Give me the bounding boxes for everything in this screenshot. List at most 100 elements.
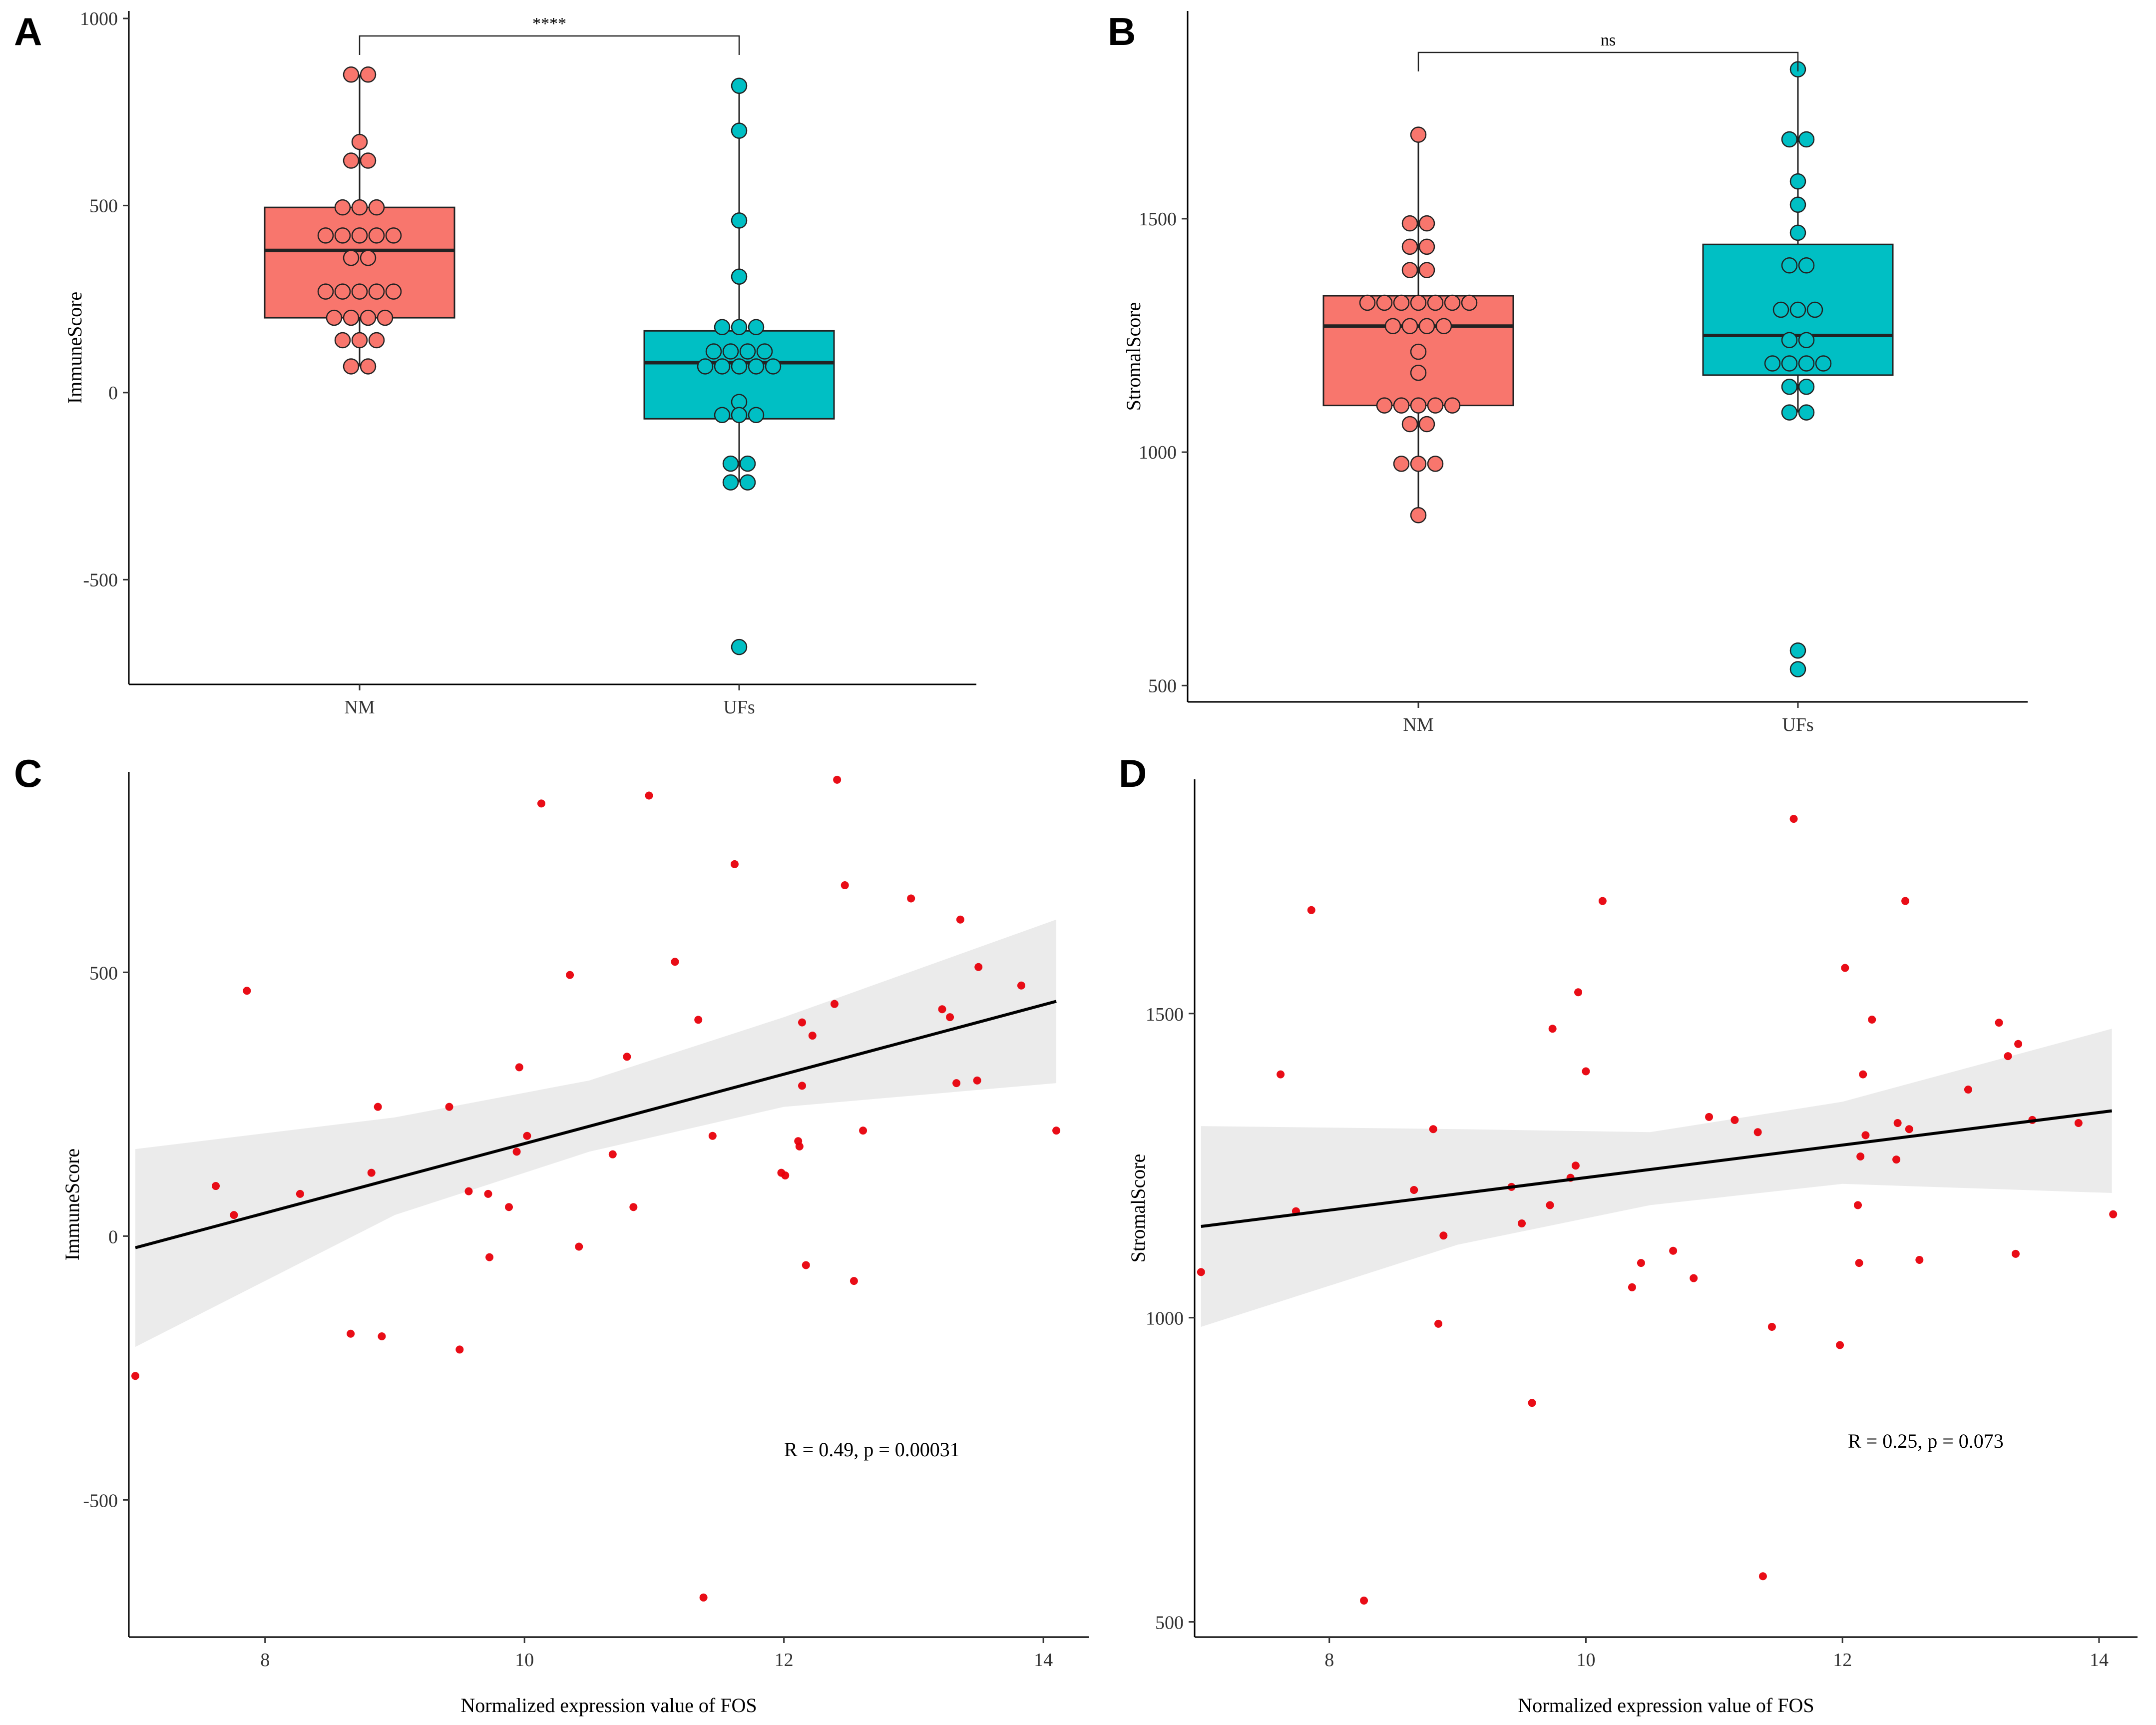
x-tick-label: UFs — [1782, 714, 1813, 735]
data-point — [1393, 397, 1410, 414]
data-point — [1197, 1268, 1205, 1276]
panel-a-letter: A — [14, 9, 42, 53]
data-point — [1393, 456, 1410, 472]
regression-line — [135, 1000, 1057, 1249]
data-point — [739, 343, 756, 360]
data-point — [765, 358, 782, 375]
data-point — [830, 1000, 839, 1008]
significance-label: **** — [532, 14, 566, 33]
data-point — [377, 309, 394, 326]
x-tick-label: 10 — [515, 1650, 534, 1671]
data-point — [1429, 1125, 1437, 1134]
data-point — [1789, 301, 1806, 318]
y-tick-label: 0 — [108, 1226, 118, 1247]
data-point — [230, 1211, 238, 1219]
data-point — [1861, 1131, 1870, 1140]
data-point — [351, 283, 368, 300]
data-point — [2014, 1040, 2023, 1048]
data-point — [343, 309, 360, 326]
data-point — [714, 358, 731, 375]
data-point — [1444, 294, 1461, 311]
data-point — [131, 1372, 139, 1380]
data-point — [1401, 238, 1418, 255]
data-point — [608, 1150, 617, 1158]
data-point — [1528, 1399, 1536, 1407]
data-point — [368, 332, 385, 349]
data-point — [748, 319, 765, 336]
y-tick-label: 1000 — [1139, 442, 1177, 463]
panel-c-letter: C — [14, 751, 42, 795]
data-point — [859, 1127, 867, 1135]
data-point — [731, 268, 748, 285]
data-point — [334, 199, 351, 216]
data-point — [1401, 262, 1418, 278]
data-point — [708, 1132, 717, 1140]
data-point — [296, 1189, 304, 1198]
y-tick-label: 1000 — [1146, 1308, 1184, 1329]
data-point — [1705, 1113, 1714, 1121]
data-point — [523, 1132, 531, 1140]
data-point — [1730, 1116, 1739, 1124]
data-point — [694, 1016, 703, 1024]
panel-c-plot: 500 0 -500 8 10 12 14 ImmuneScore Normalized exp… — [61, 772, 1089, 1717]
data-point — [1628, 1283, 1636, 1291]
panel-a: A 1000 500 0 -500 ImmuneScore NM UFs **** — [14, 8, 976, 718]
data-point — [731, 407, 748, 424]
data-point — [1893, 1119, 1902, 1128]
data-point — [781, 1171, 790, 1179]
data-point — [1859, 1070, 1867, 1079]
data-point — [1905, 1125, 1913, 1134]
data-point — [1393, 294, 1410, 311]
data-point — [833, 775, 842, 784]
data-point — [1868, 1016, 1876, 1024]
y-tick-label: -500 — [83, 570, 118, 590]
y-tick-label: 500 — [1148, 675, 1177, 696]
data-point — [445, 1103, 453, 1111]
data-point — [739, 474, 756, 491]
data-point — [1401, 416, 1418, 433]
x-axis-title: Normalized expression value of FOS — [460, 1694, 757, 1717]
data-point — [623, 1053, 631, 1061]
data-point — [351, 199, 368, 216]
significance-bracket — [1417, 51, 1799, 71]
data-point — [1789, 224, 1806, 241]
data-point — [351, 332, 368, 349]
data-point — [1410, 397, 1427, 414]
x-tick-label: NM — [1403, 714, 1433, 735]
correlation-annotation: R = 0.25, p = 0.073 — [1848, 1430, 2004, 1452]
data-point — [1410, 126, 1427, 143]
data-point — [1571, 1161, 1580, 1170]
y-axis-title: ImmuneScore — [63, 292, 86, 404]
data-point — [378, 1332, 386, 1341]
data-point — [973, 1076, 981, 1085]
data-point — [1427, 294, 1444, 311]
data-point — [1781, 355, 1798, 372]
data-point — [722, 474, 739, 491]
data-point — [1052, 1127, 1061, 1135]
significance-bracket — [359, 35, 740, 55]
data-point — [907, 894, 915, 903]
data-point — [1434, 1319, 1443, 1328]
data-point — [1789, 815, 1798, 823]
data-point — [1418, 262, 1435, 278]
data-point — [1854, 1201, 1862, 1209]
data-point — [343, 358, 360, 375]
data-point — [1789, 196, 1806, 213]
y-tick-label: 500 — [89, 195, 118, 216]
data-point — [952, 1079, 961, 1088]
data-point — [731, 638, 748, 655]
data-point — [808, 1032, 817, 1040]
x-tick-label: 14 — [2090, 1650, 2109, 1671]
panel-d-plot: 1500 1000 500 8 10 12 14 StromalScore Normalized… — [1127, 779, 2138, 1717]
data-point — [1637, 1259, 1645, 1267]
data-point — [1772, 301, 1789, 318]
data-point — [1964, 1086, 1972, 1094]
data-point — [722, 455, 739, 472]
data-point — [334, 283, 351, 300]
data-point — [485, 1253, 494, 1261]
data-point — [1995, 1019, 2003, 1027]
data-point — [1574, 988, 1583, 997]
data-point — [1798, 257, 1815, 274]
data-point — [699, 1593, 708, 1602]
